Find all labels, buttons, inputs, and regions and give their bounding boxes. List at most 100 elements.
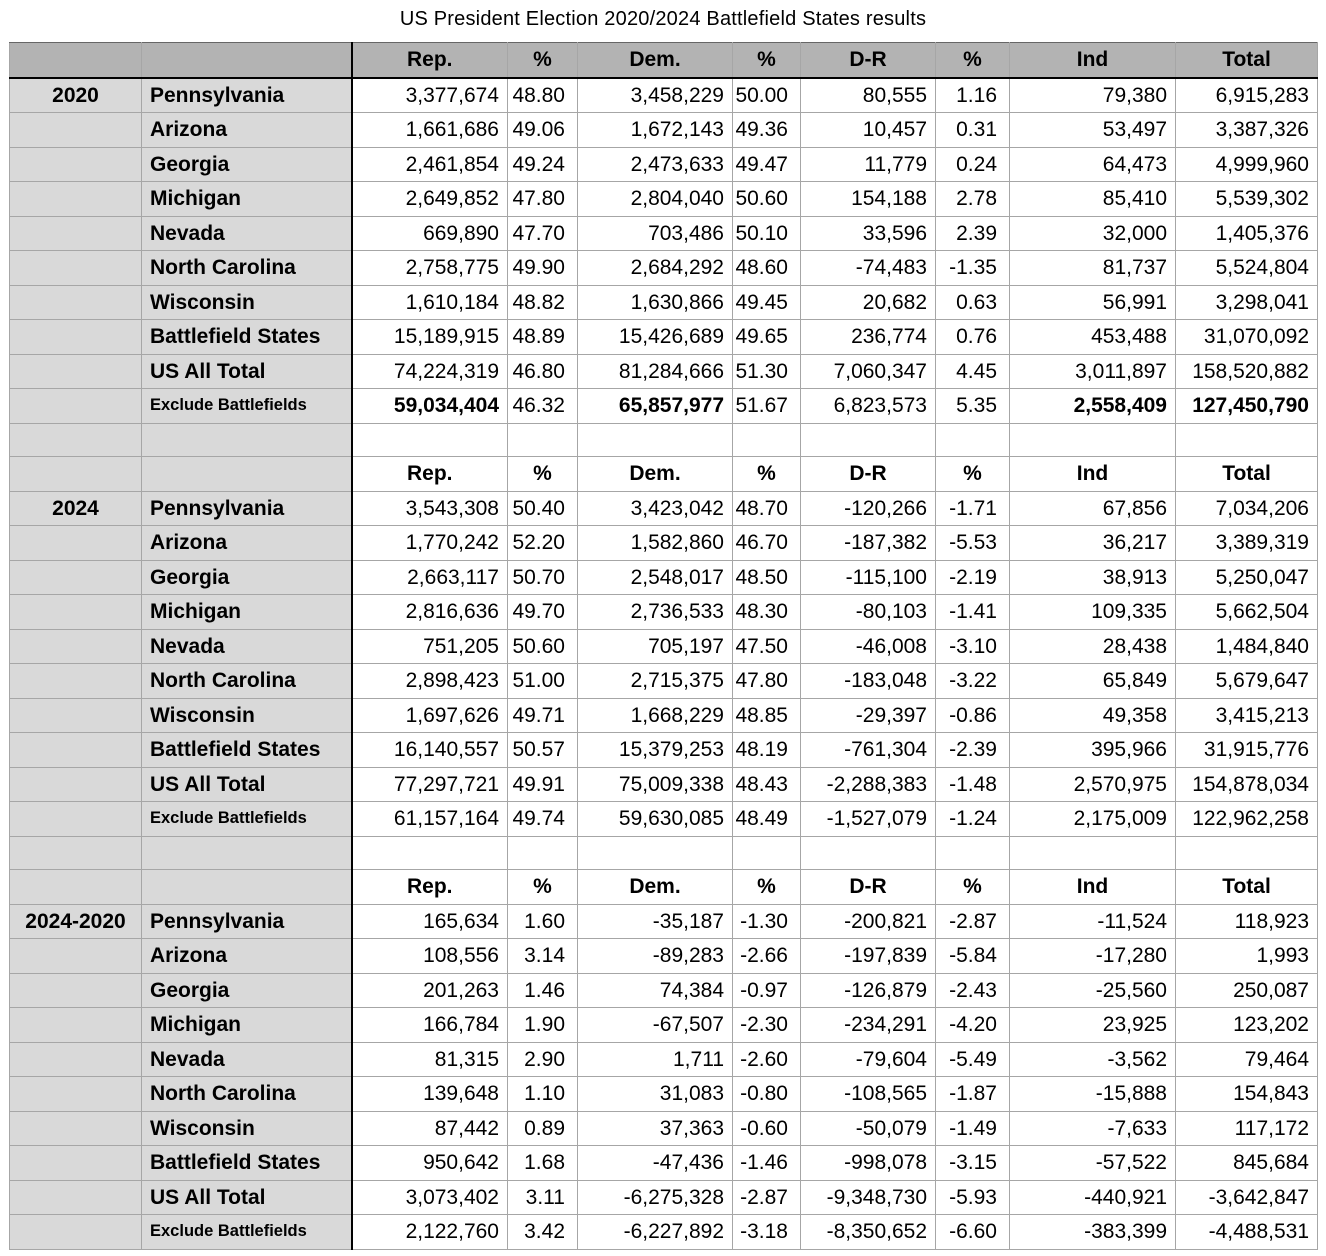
- data-row: US All Total 3,073,402 3.11 -6,275,328 -2.87…: [9, 1179, 1318, 1215]
- value-cell: -7,633: [1009, 1110, 1176, 1146]
- data-row: Battlefield States 950,642 1.68 -47,436 -1.4…: [9, 1145, 1318, 1181]
- data-row: Nevada 81,315 2.90 1,711 -2.60 -79,604 -5.49 -3…: [9, 1041, 1318, 1077]
- value-cell: -197,839: [800, 938, 936, 974]
- value-cell: 1,697,626: [350, 697, 508, 733]
- value-cell: 453,488: [1009, 319, 1176, 355]
- value-cell: 4.45: [935, 353, 1010, 389]
- value-cell: 2,816,636: [350, 594, 508, 630]
- data-row: 2024 Pennsylvania 3,543,308 50.40 3,423,042 4…: [9, 490, 1318, 526]
- header-state-cell: [141, 456, 352, 492]
- value-cell: 48.50: [732, 559, 801, 595]
- column-header-cell: %: [935, 869, 1010, 905]
- value-cell: 2,570,975: [1009, 766, 1176, 802]
- spacer-cell: [507, 835, 578, 870]
- value-cell: -11,524: [1009, 903, 1176, 939]
- year-cell: 2024-2020: [9, 903, 142, 939]
- value-cell: -89,283: [577, 938, 733, 974]
- value-cell: 154,843: [1175, 1076, 1318, 1112]
- value-cell: 65,857,977: [577, 388, 733, 424]
- year-cell: [9, 559, 142, 595]
- value-cell: 0.63: [935, 284, 1010, 320]
- year-cell: [9, 594, 142, 630]
- spacer-cell: [350, 422, 508, 457]
- data-row: Georgia 2,663,117 50.70 2,548,017 48.50 -115,…: [9, 559, 1318, 595]
- column-header-cell: Total: [1175, 456, 1318, 492]
- row-label-cell: Pennsylvania: [141, 77, 352, 113]
- value-cell: -0.97: [732, 972, 801, 1008]
- value-cell: 1,405,376: [1175, 215, 1318, 251]
- spacer-row: [9, 422, 1318, 457]
- value-cell: -1.30: [732, 903, 801, 939]
- value-cell: 0.76: [935, 319, 1010, 355]
- year-cell: [9, 215, 142, 251]
- value-cell: 2,758,775: [350, 250, 508, 286]
- value-cell: -3.22: [935, 663, 1010, 699]
- value-cell: -79,604: [800, 1041, 936, 1077]
- value-cell: -0.80: [732, 1076, 801, 1112]
- value-cell: 81,737: [1009, 250, 1176, 286]
- row-label-cell: Nevada: [141, 215, 352, 251]
- value-cell: 127,450,790: [1175, 388, 1318, 424]
- value-cell: 48.80: [507, 77, 578, 113]
- value-cell: -67,507: [577, 1007, 733, 1043]
- value-cell: 3.14: [507, 938, 578, 974]
- row-label-cell: Arizona: [141, 938, 352, 974]
- row-label-cell: Michigan: [141, 594, 352, 630]
- value-cell: 74,224,319: [350, 353, 508, 389]
- value-cell: 2,461,854: [350, 146, 508, 182]
- value-cell: -115,100: [800, 559, 936, 595]
- page-title: US President Election 2020/2024 Battlefi…: [399, 8, 927, 30]
- value-cell: 79,380: [1009, 77, 1176, 113]
- value-cell: 31,070,092: [1175, 319, 1318, 355]
- spacer-cell: [800, 422, 936, 457]
- header-state-cell: [141, 869, 352, 905]
- value-cell: 201,263: [350, 972, 508, 1008]
- row-label-cell: US All Total: [141, 766, 352, 802]
- spacer-cell: [577, 835, 733, 870]
- value-cell: 36,217: [1009, 525, 1176, 561]
- value-cell: -2.19: [935, 559, 1010, 595]
- value-cell: 11,779: [800, 146, 936, 182]
- data-row: Arizona 108,556 3.14 -89,283 -2.66 -197,839 -5…: [9, 938, 1318, 974]
- value-cell: 74,384: [577, 972, 733, 1008]
- value-cell: -50,079: [800, 1110, 936, 1146]
- value-cell: 1,993: [1175, 938, 1318, 974]
- row-label-cell: US All Total: [141, 1179, 352, 1215]
- value-cell: -17,280: [1009, 938, 1176, 974]
- row-label-cell: Wisconsin: [141, 284, 352, 320]
- row-label-cell: Arizona: [141, 112, 352, 148]
- value-cell: 0.31: [935, 112, 1010, 148]
- row-label-cell: Georgia: [141, 146, 352, 182]
- value-cell: 122,962,258: [1175, 801, 1318, 837]
- value-cell: 2,715,375: [577, 663, 733, 699]
- year-cell: [9, 766, 142, 802]
- value-cell: -2.43: [935, 972, 1010, 1008]
- value-cell: -3,642,847: [1175, 1179, 1318, 1215]
- data-row: US All Total 77,297,721 49.91 75,009,338 48.…: [9, 766, 1318, 802]
- value-cell: -6.60: [935, 1214, 1010, 1250]
- spacer-cell: [1009, 835, 1176, 870]
- value-cell: 49.74: [507, 801, 578, 837]
- row-label-cell: Nevada: [141, 1041, 352, 1077]
- spacer-year-cell: [9, 422, 142, 457]
- row-label-cell: Michigan: [141, 181, 352, 217]
- value-cell: -2.39: [935, 732, 1010, 768]
- data-row: US All Total 74,224,319 46.80 81,284,666 51.…: [9, 353, 1318, 389]
- spacer-cell: [1009, 422, 1176, 457]
- election-results-table: Rep.% Dem.% D-R% Ind Total 2020 Pennsylvania 3,…: [9, 42, 1318, 1250]
- value-cell: 37,363: [577, 1110, 733, 1146]
- value-cell: -8,350,652: [800, 1214, 936, 1250]
- row-label-cell: Nevada: [141, 628, 352, 664]
- value-cell: -1.24: [935, 801, 1010, 837]
- value-cell: 67,856: [1009, 490, 1176, 526]
- value-cell: 3.42: [507, 1214, 578, 1250]
- value-cell: 1.90: [507, 1007, 578, 1043]
- value-cell: 59,630,085: [577, 801, 733, 837]
- value-cell: -2.60: [732, 1041, 801, 1077]
- row-label-cell: Battlefield States: [141, 1145, 352, 1181]
- value-cell: -440,921: [1009, 1179, 1176, 1215]
- value-cell: -187,382: [800, 525, 936, 561]
- value-cell: 75,009,338: [577, 766, 733, 802]
- value-cell: -4.20: [935, 1007, 1010, 1043]
- column-header-row: Rep.% Dem.% D-R% Ind Total: [9, 456, 1318, 492]
